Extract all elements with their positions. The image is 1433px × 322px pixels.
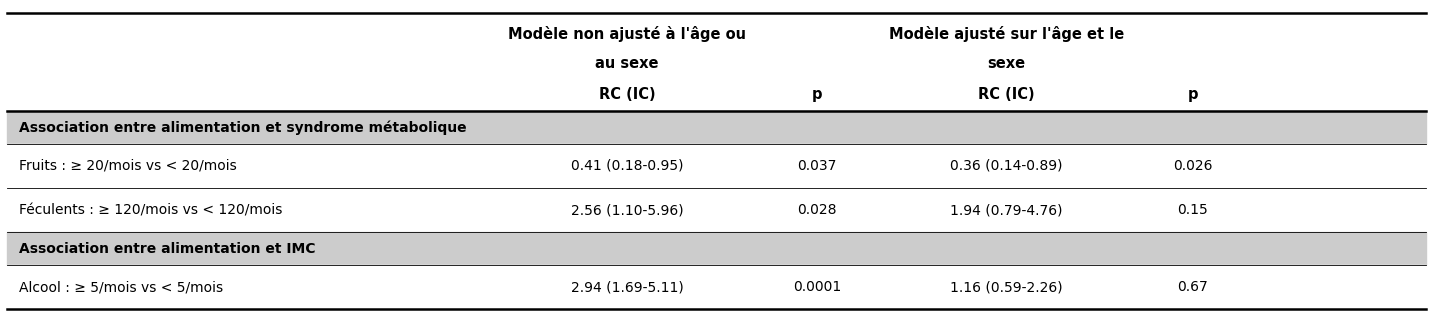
Text: 0.15: 0.15 xyxy=(1178,203,1208,217)
Bar xyxy=(7,232,1426,265)
Text: Alcool : ≥ 5/mois vs < 5/mois: Alcool : ≥ 5/mois vs < 5/mois xyxy=(19,280,222,294)
Text: 0.028: 0.028 xyxy=(797,203,837,217)
Text: Fruits : ≥ 20/mois vs < 20/mois: Fruits : ≥ 20/mois vs < 20/mois xyxy=(19,159,236,173)
Text: 0.67: 0.67 xyxy=(1178,280,1208,294)
Text: 1.16 (0.59-2.26): 1.16 (0.59-2.26) xyxy=(950,280,1063,294)
Text: Modèle ajusté sur l'âge et le: Modèle ajusté sur l'âge et le xyxy=(888,26,1125,42)
Text: p: p xyxy=(1188,87,1198,102)
Text: p: p xyxy=(811,87,823,102)
Text: Association entre alimentation et IMC: Association entre alimentation et IMC xyxy=(19,242,315,256)
Text: sexe: sexe xyxy=(987,56,1026,71)
Text: 2.94 (1.69-5.11): 2.94 (1.69-5.11) xyxy=(570,280,684,294)
Text: Modèle non ajusté à l'âge ou: Modèle non ajusté à l'âge ou xyxy=(507,26,747,42)
Text: 2.56 (1.10-5.96): 2.56 (1.10-5.96) xyxy=(570,203,684,217)
Text: 0.026: 0.026 xyxy=(1174,159,1212,173)
Bar xyxy=(7,111,1426,144)
Bar xyxy=(7,144,1426,188)
Text: 0.36 (0.14-0.89): 0.36 (0.14-0.89) xyxy=(950,159,1063,173)
Bar xyxy=(7,188,1426,232)
Text: 1.94 (0.79-4.76): 1.94 (0.79-4.76) xyxy=(950,203,1063,217)
Text: 0.037: 0.037 xyxy=(797,159,837,173)
Text: 0.41 (0.18-0.95): 0.41 (0.18-0.95) xyxy=(570,159,684,173)
Text: 0.0001: 0.0001 xyxy=(792,280,841,294)
Text: RC (IC): RC (IC) xyxy=(979,87,1035,102)
Text: au sexe: au sexe xyxy=(595,56,659,71)
Text: RC (IC): RC (IC) xyxy=(599,87,655,102)
Bar xyxy=(7,13,1426,111)
Bar xyxy=(7,265,1426,309)
Text: Féculents : ≥ 120/mois vs < 120/mois: Féculents : ≥ 120/mois vs < 120/mois xyxy=(19,203,282,217)
Text: Association entre alimentation et syndrome métabolique: Association entre alimentation et syndro… xyxy=(19,120,466,135)
